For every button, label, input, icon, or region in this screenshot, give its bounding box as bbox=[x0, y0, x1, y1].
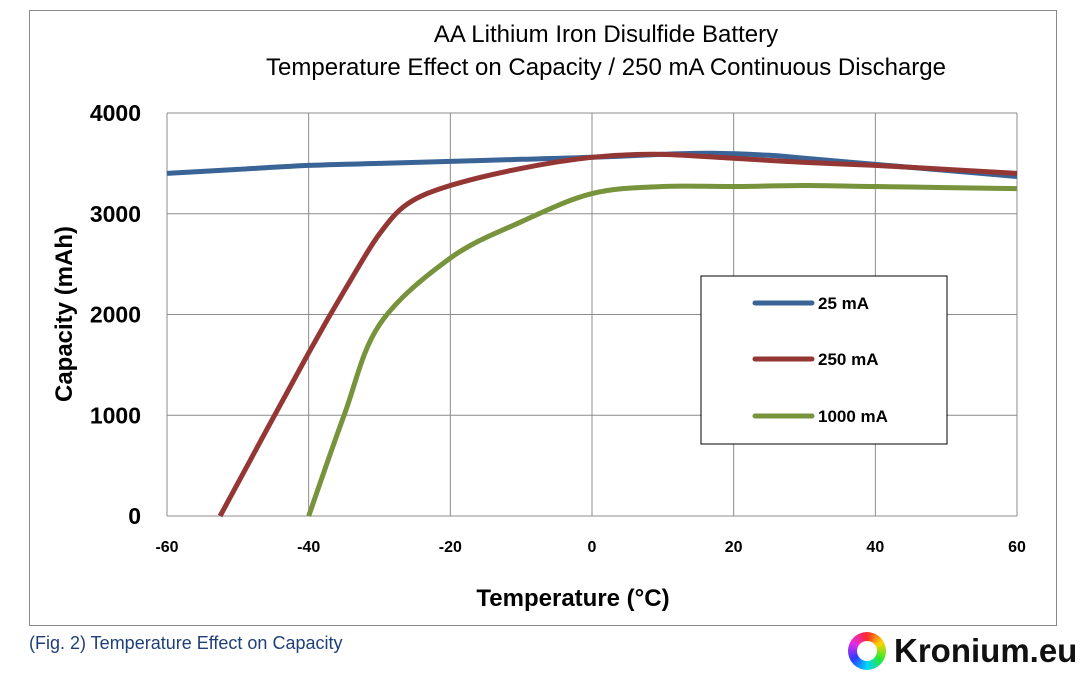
legend: 25 mA 250 mA 1000 mA bbox=[700, 275, 948, 445]
x-tick-label: -60 bbox=[155, 539, 178, 556]
series-250ma-line bbox=[217, 151, 1018, 518]
legend-label-25ma: 25 mA bbox=[818, 294, 869, 313]
x-tick-label: 60 bbox=[1008, 539, 1026, 556]
legend-label-250ma: 250 mA bbox=[818, 350, 878, 369]
y-tick-label: 4000 bbox=[90, 100, 141, 126]
x-tick-label: -20 bbox=[439, 539, 462, 556]
legend-label-1000ma: 1000 mA bbox=[818, 407, 888, 426]
y-tick-label: 2000 bbox=[90, 302, 141, 328]
y-axis-title: Capacity (mAh) bbox=[51, 226, 78, 402]
x-tick-label: -40 bbox=[297, 539, 320, 556]
brand[interactable]: Kronium.eu bbox=[848, 628, 1077, 674]
x-tick-label: 0 bbox=[588, 539, 597, 556]
series-1000ma-line bbox=[306, 183, 1018, 517]
kronium-logo-icon bbox=[848, 632, 886, 670]
legend-box bbox=[700, 275, 948, 445]
series-lines bbox=[166, 150, 1018, 518]
tick-labels: -60 -40 -20 0 20 40 60 0 1000 2000 3000 4000 bbox=[90, 100, 1026, 556]
x-axis-title: Temperature (°C) bbox=[476, 585, 669, 612]
x-tick-label: 20 bbox=[725, 539, 743, 556]
y-tick-label: 1000 bbox=[90, 402, 141, 428]
brand-name: Kronium.eu bbox=[894, 632, 1078, 669]
chart-subtitle: Temperature Effect on Capacity / 250 mA … bbox=[266, 54, 946, 81]
chart-title: AA Lithium Iron Disulfide Battery bbox=[434, 21, 778, 48]
figure-caption: (Fig. 2) Temperature Effect on Capacity bbox=[29, 633, 343, 653]
y-tick-label: 3000 bbox=[90, 201, 141, 227]
y-tick-label: 0 bbox=[128, 503, 141, 529]
x-tick-label: 40 bbox=[866, 539, 884, 556]
